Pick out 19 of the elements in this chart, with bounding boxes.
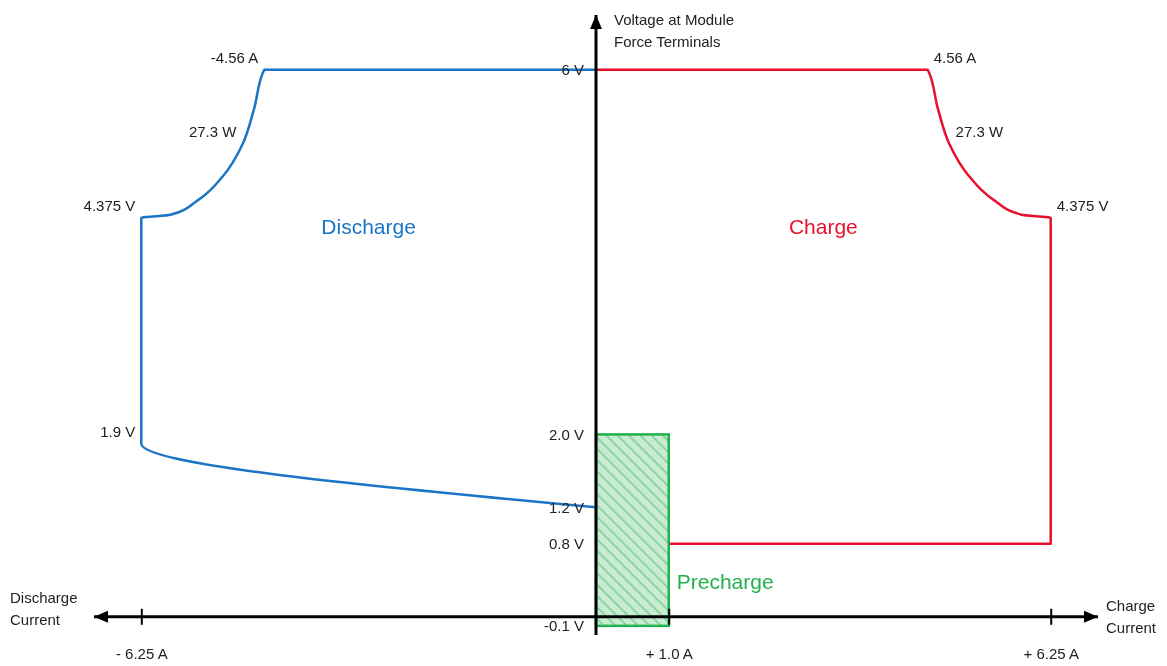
annotation: 27.3 W xyxy=(955,123,1004,141)
annotation: 27.3 W xyxy=(188,123,238,141)
annotation: 4.375 V xyxy=(1056,196,1109,214)
text: Discharge xyxy=(321,214,416,238)
annotation: 1.9 V xyxy=(100,422,136,440)
annotation: -4.56 A xyxy=(210,48,259,66)
y-tick-label: -0.1 V xyxy=(543,617,584,635)
series-label: Precharge xyxy=(676,569,774,593)
y-tick-label: 2.0 V xyxy=(548,425,584,443)
x-tick-label: + 6.25 A xyxy=(1023,645,1079,663)
x-tick-label: + 1.0 A xyxy=(645,645,693,663)
annotation: 4.56 A xyxy=(933,48,977,66)
annotation: 4.375 V xyxy=(83,196,136,214)
y-axis-title: Voltage at Module Force Terminals xyxy=(614,11,735,50)
text: Charge xyxy=(788,214,858,238)
y-tick-label: 0.8 V xyxy=(548,535,584,553)
x-tick-label: - 6.25 A xyxy=(115,645,168,663)
text: Discharge Current xyxy=(10,588,78,628)
x-axis-title: Charge Current xyxy=(1106,596,1157,636)
